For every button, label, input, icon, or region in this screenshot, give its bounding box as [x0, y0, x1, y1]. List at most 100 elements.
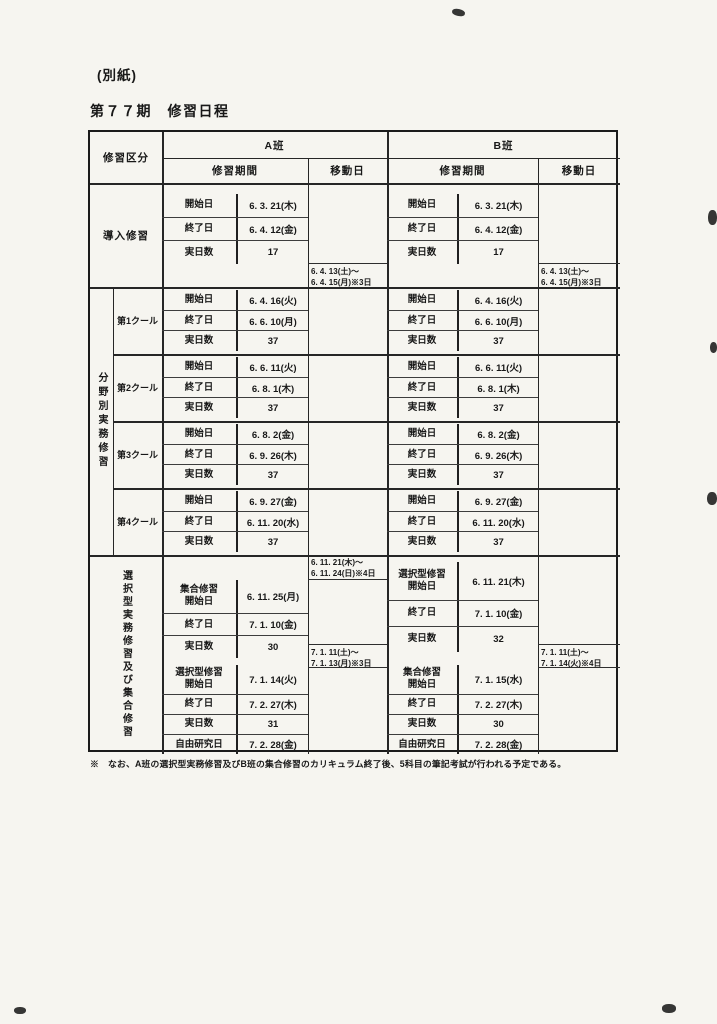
row-label: 実日数: [162, 714, 238, 734]
row-label: 開始日: [162, 194, 238, 217]
row-label: 選択型修習 開始日: [387, 562, 459, 600]
schedule-row: 終了日 6. 11. 20(水): [162, 510, 308, 532]
travel-note-elective-b-mid: 7. 1. 11(土)～ 7. 1. 14(火)※4日: [538, 644, 620, 668]
row-label: 終了日: [162, 377, 238, 398]
schedule-row: 自由研究日 7. 2. 28(金): [387, 733, 538, 754]
cours2-b-rows: 開始日 6. 6. 11(火) 終了日 6. 8. 1(木) 実日数 37: [387, 357, 538, 419]
row-label: 選択型修習 開始日: [162, 665, 238, 694]
cours-label-4: 第4クール: [116, 517, 158, 527]
row-label: 開始日: [162, 357, 238, 377]
cours-label-2: 第2クール: [116, 383, 158, 393]
row-value: 6. 9. 27(金): [249, 496, 297, 508]
grid-line: [162, 132, 164, 754]
schedule-row: 開始日 6. 3. 21(木): [162, 194, 308, 217]
grid-line: [90, 287, 620, 289]
row-label: 実日数: [162, 532, 238, 553]
schedule-row: 終了日 6. 8. 1(木): [387, 376, 538, 398]
row-value: 6. 3. 21(木): [474, 201, 523, 213]
schedule-row: 実日数 37: [387, 397, 538, 419]
row-value: 6. 11. 20(水): [246, 517, 300, 529]
row-value: 6. 6. 11(火): [475, 362, 522, 374]
row-label: 実日数: [387, 241, 459, 265]
header-travel-a: 移動日: [330, 165, 365, 177]
row-value: 31: [267, 718, 279, 730]
row-label: 開始日: [162, 491, 238, 511]
schedule-row: 実日数 37: [387, 464, 538, 486]
schedule-row: 終了日 7. 2. 27(木): [162, 693, 308, 714]
schedule-row: 実日数 37: [387, 531, 538, 553]
row-value: 6. 8. 1(木): [477, 383, 520, 395]
schedule-row: 開始日 6. 4. 16(火): [387, 290, 538, 310]
row-label: 終了日: [162, 310, 238, 331]
schedule-row: 実日数 37: [162, 397, 308, 419]
row-value: 32: [493, 633, 504, 645]
elective-b-block2-rows: 集合修習 開始日 7. 1. 15(水) 終了日 7. 2. 27(木) 実日数 30…: [387, 665, 538, 754]
row-value: 37: [493, 335, 504, 347]
elective-a-block1-rows: 集合修習 開始日 6. 11. 25(月) 終了日 7. 1. 10(金) 実日数 3…: [162, 580, 308, 659]
row-value: 6. 4. 16(火): [249, 295, 297, 307]
row-value: 37: [493, 469, 504, 481]
schedule-row: 開始日 6. 4. 16(火): [162, 290, 308, 310]
section-label-field: 分野別実務修習: [96, 372, 107, 470]
grid-line: [90, 555, 620, 557]
row-value: 30: [493, 718, 504, 730]
row-value: 37: [267, 335, 279, 347]
row-value: 6. 8. 1(木): [251, 383, 295, 395]
row-label: 集合修習 開始日: [162, 580, 238, 613]
travel-note-intro-a: 6. 4. 13(土)～ 6. 4. 15(月)※3日: [308, 263, 387, 287]
row-value: 37: [267, 536, 279, 548]
header-group-b: B班: [493, 139, 514, 152]
schedule-row: 開始日 6. 9. 27(金): [162, 491, 308, 511]
row-value: 6. 8. 2(金): [477, 429, 520, 441]
row-label: 終了日: [387, 217, 459, 241]
row-value: 6. 9. 26(木): [249, 450, 297, 462]
row-label: 開始日: [387, 491, 459, 511]
scan-artifact: [14, 1007, 26, 1014]
row-label: 実日数: [162, 636, 238, 659]
header-category: 修習区分: [103, 152, 149, 164]
row-label: 実日数: [162, 465, 238, 486]
section-label-intro: 導入修習: [103, 229, 149, 242]
row-value: 7. 2. 27(木): [474, 700, 523, 712]
grid-line: [113, 354, 620, 356]
schedule-row: 集合修習 開始日 7. 1. 15(水): [387, 665, 538, 694]
row-label: 終了日: [387, 511, 459, 532]
footnote: ※ なお、A班の選択型実務修習及びB班の集合修習のカリキュラム終了後、5科目の筆…: [90, 759, 567, 769]
grid-line: [308, 158, 309, 754]
row-label: 実日数: [387, 714, 459, 734]
row-value: 6. 3. 21(木): [249, 201, 297, 213]
schedule-row: 実日数 31: [162, 713, 308, 734]
travel-note-elective-a-top: 6. 11. 21(木)～ 6. 11. 24(日)※4日: [308, 555, 387, 580]
grid-line: [90, 183, 620, 185]
cours-label-1: 第1クール: [116, 316, 158, 326]
row-label: 終了日: [162, 511, 238, 532]
row-label: 終了日: [387, 310, 459, 331]
row-label: 開始日: [387, 424, 459, 444]
schedule-row: 終了日 7. 1. 10(金): [162, 612, 308, 636]
elective-a-block2-rows: 選択型修習 開始日 7. 1. 14(火) 終了日 7. 2. 27(木) 実日数 3…: [162, 665, 308, 754]
schedule-row: 選択型修習 開始日 6. 11. 21(木): [387, 562, 538, 600]
row-label: 実日数: [387, 331, 459, 352]
row-value: 7. 1. 15(水): [474, 675, 523, 687]
row-label: 終了日: [387, 694, 459, 714]
row-value: 7. 2. 27(木): [249, 700, 297, 712]
schedule-row: 実日数 37: [387, 330, 538, 352]
schedule-row: 終了日 6. 4. 12(金): [162, 216, 308, 241]
header-group-a: A班: [264, 139, 285, 152]
row-label: 終了日: [387, 444, 459, 465]
cours-label-3: 第3クール: [116, 450, 158, 460]
schedule-row: 開始日 6. 8. 2(金): [387, 424, 538, 444]
row-value: 6. 4. 12(金): [249, 225, 297, 236]
intro-a-rows: 開始日 6. 3. 21(木) 終了日 6. 4. 12(金) 実日数 17: [162, 194, 308, 265]
row-label: 実日数: [387, 398, 459, 419]
row-value: 30: [267, 641, 279, 653]
row-label: 実日数: [387, 465, 459, 486]
row-label: 開始日: [387, 194, 459, 217]
cours3-b-rows: 開始日 6. 8. 2(金) 終了日 6. 9. 26(木) 実日数 37: [387, 424, 538, 486]
cours3-a-rows: 開始日 6. 8. 2(金) 終了日 6. 9. 26(木) 実日数 37: [162, 424, 308, 486]
row-value: 17: [493, 247, 504, 259]
schedule-row: 開始日 6. 3. 21(木): [387, 194, 538, 217]
row-value: 6. 6. 11(火): [249, 362, 297, 374]
cours1-a-rows: 開始日 6. 4. 16(火) 終了日 6. 6. 10(月) 実日数 37: [162, 290, 308, 352]
